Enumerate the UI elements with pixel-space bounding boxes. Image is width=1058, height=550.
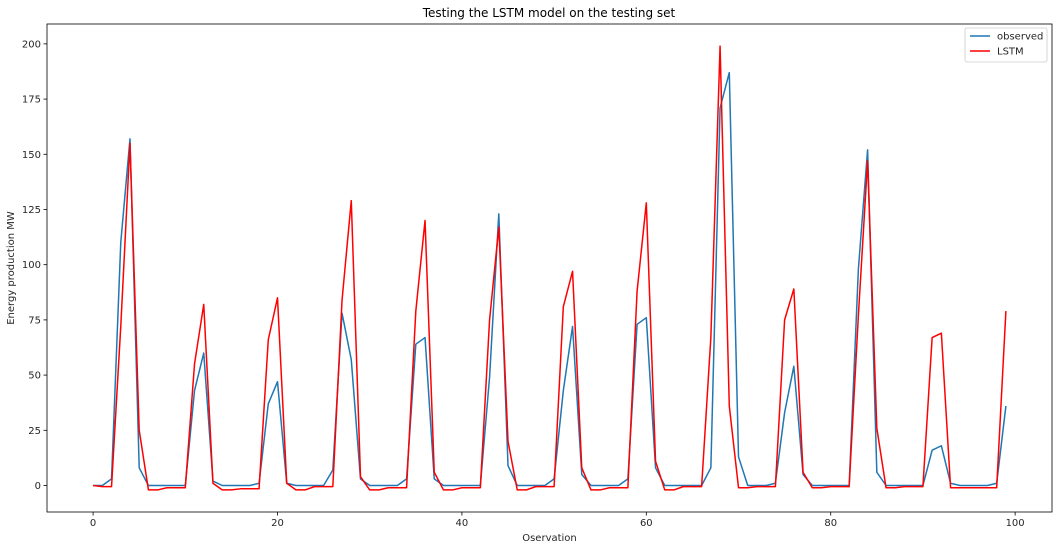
y-tick-label: 100 xyxy=(22,260,41,271)
x-tick-label: 60 xyxy=(640,518,653,529)
y-tick-label: 200 xyxy=(22,39,41,50)
x-axis-ticks: 0 20 40 60 80 100 xyxy=(90,512,1025,529)
chart-title: Testing the LSTM model on the testing se… xyxy=(422,6,676,20)
plot-frame xyxy=(46,23,1053,513)
y-axis-ticks: 0 25 50 75 100 125 150 175 200 xyxy=(22,39,47,492)
legend-label-observed: observed xyxy=(997,32,1043,43)
y-tick-label: 75 xyxy=(28,315,41,326)
series-line-lstm xyxy=(93,45,1007,491)
x-tick-label: 80 xyxy=(824,518,837,529)
legend-label-lstm: LSTM xyxy=(997,47,1024,58)
legend: observed LSTM xyxy=(964,27,1048,63)
plot-lines xyxy=(93,45,1007,491)
x-tick-label: 40 xyxy=(456,518,469,529)
series-line-observed xyxy=(93,71,1007,487)
y-axis-label: Energy production MW xyxy=(6,211,17,325)
x-tick-label: 0 xyxy=(90,518,96,529)
x-axis-label: Oservation xyxy=(522,533,577,544)
y-tick-label: 25 xyxy=(28,426,41,437)
y-tick-label: 0 xyxy=(35,481,41,492)
x-tick-label: 20 xyxy=(271,518,284,529)
y-tick-label: 125 xyxy=(22,205,41,216)
y-tick-label: 175 xyxy=(22,95,41,106)
y-tick-label: 150 xyxy=(22,150,41,161)
y-tick-label: 50 xyxy=(28,371,41,382)
x-tick-label: 100 xyxy=(1006,518,1025,529)
